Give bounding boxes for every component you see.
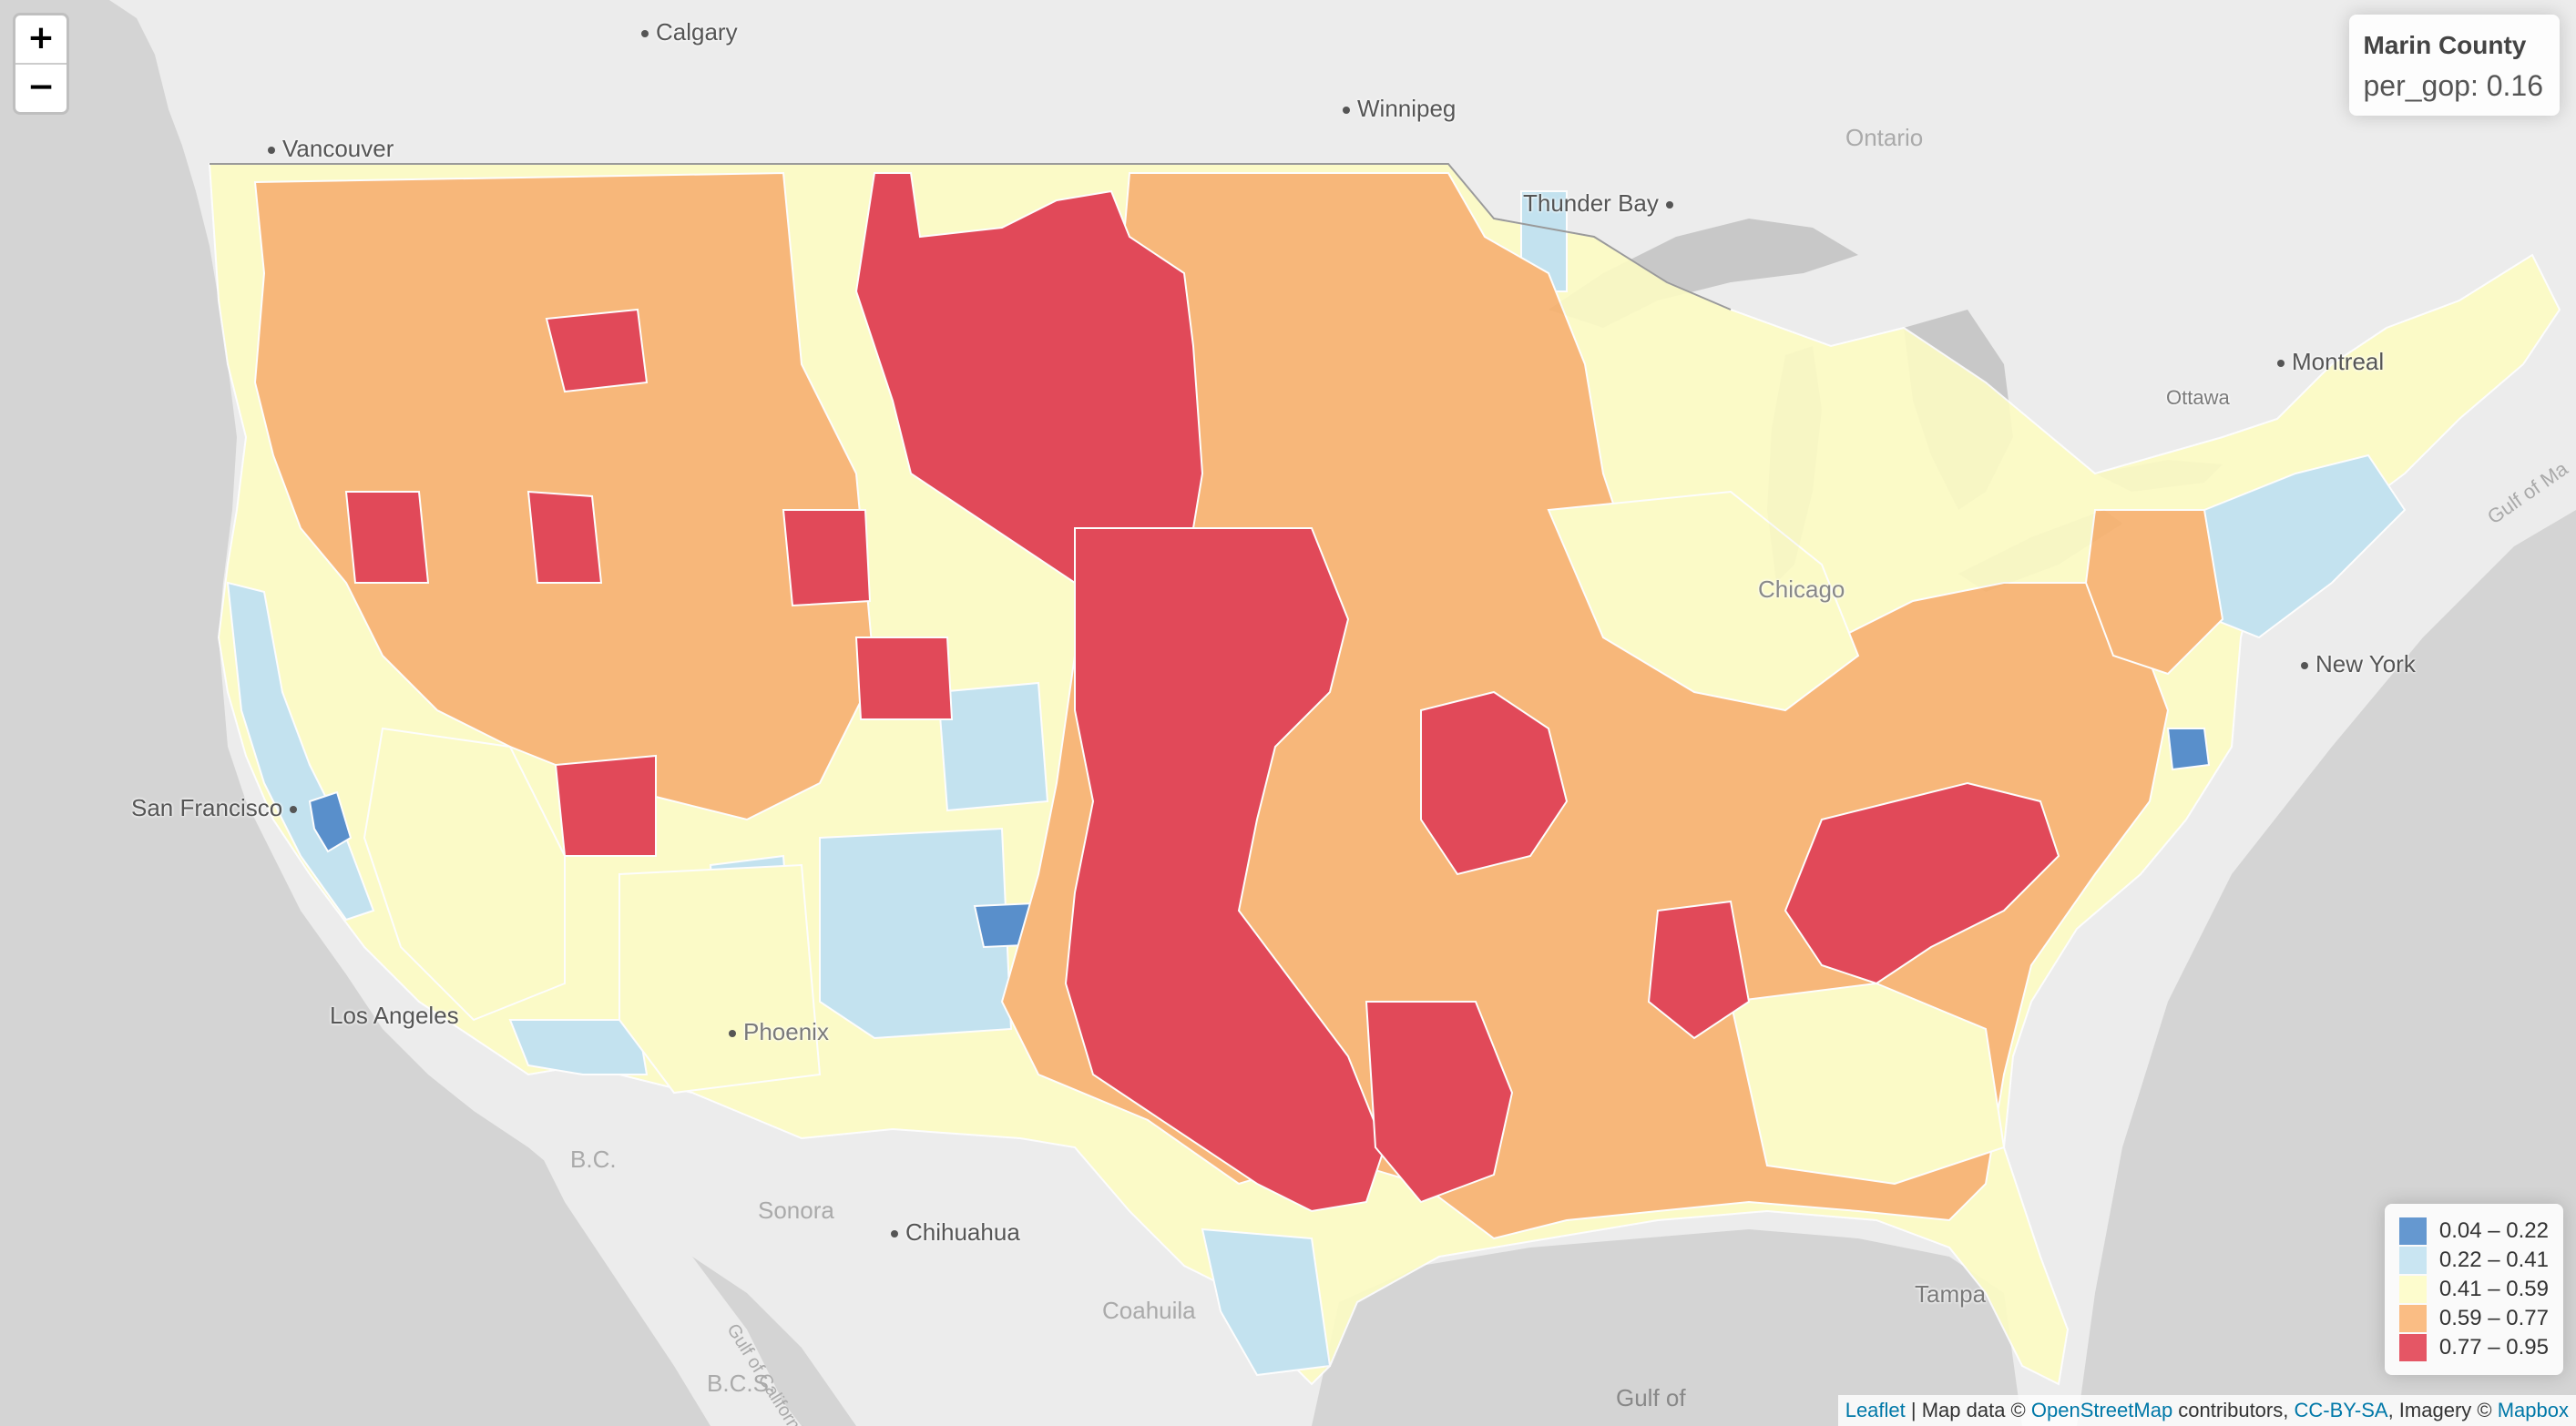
oregon-red xyxy=(545,308,649,393)
az-yellow xyxy=(618,863,822,1095)
legend-item: 0.41 – 0.59 xyxy=(2398,1275,2549,1304)
nv-red xyxy=(554,754,657,857)
openstreetmap-link[interactable]: OpenStreetMap xyxy=(2030,1399,2173,1421)
colorado-blue xyxy=(936,681,1049,812)
region-label-sonora: Sonora xyxy=(758,1197,834,1224)
wy-red xyxy=(782,509,872,607)
legend-label: 0.41 – 0.59 xyxy=(2438,1277,2549,1301)
attribution: Leaflet | Map data © OpenStreetMap contr… xyxy=(1837,1395,2576,1426)
legend-label: 0.77 – 0.95 xyxy=(2438,1335,2549,1360)
legend-item: 0.22 – 0.41 xyxy=(2398,1246,2549,1275)
missouri-red xyxy=(1420,690,1569,876)
counties-layer[interactable] xyxy=(208,163,2561,1386)
city-label-tampa: Tampa xyxy=(1915,1280,1987,1308)
attribution-text: contributors, xyxy=(2172,1399,2295,1421)
northeast-orange xyxy=(2084,509,2224,676)
region-label-bcs: B.C.S. xyxy=(707,1370,776,1397)
zoom-out-button[interactable]: − xyxy=(15,63,66,112)
region-label-coahuila: Coahuila xyxy=(1102,1297,1196,1324)
utah-red xyxy=(854,637,954,720)
city-label-winnipeg: Winnipeg xyxy=(1343,95,1456,123)
great-plains-red xyxy=(1064,527,1386,1213)
arkansas-red xyxy=(1647,900,1751,1040)
mapbox-link[interactable]: Mapbox xyxy=(2497,1399,2569,1421)
legend-swatch xyxy=(2398,1334,2427,1361)
city-label-vancouver: Vancouver xyxy=(268,135,394,163)
region-label-bc: B.C. xyxy=(570,1146,617,1173)
border-line xyxy=(210,163,1732,311)
baja-land xyxy=(528,1075,802,1426)
idaho-red-2 xyxy=(526,490,603,584)
east-tx-red xyxy=(1365,1001,1514,1204)
city-label-los-angeles: Los Angeles xyxy=(330,1002,459,1029)
nevada-yellow xyxy=(363,727,566,1022)
city-label-thunder-bay: Thunder Bay xyxy=(1523,189,1681,218)
la-blue xyxy=(508,1019,649,1075)
info-title: Marin County xyxy=(2363,31,2527,59)
info-value: per_gop: 0.16 xyxy=(2363,69,2544,102)
legend-label: 0.04 – 0.22 xyxy=(2438,1218,2549,1243)
idaho-red xyxy=(344,491,430,584)
info-box: Marin County per_gop: 0.16 xyxy=(2348,15,2560,116)
license-link[interactable]: CC-BY-SA xyxy=(2294,1399,2388,1421)
midwest-yellow xyxy=(1547,490,1860,712)
legend-swatch xyxy=(2398,1247,2427,1274)
city-label-montreal: Montreal xyxy=(2277,348,2384,376)
city-label-chicago: Chicago xyxy=(1758,575,1845,603)
legend-swatch xyxy=(2398,1217,2427,1245)
south-tx-blue xyxy=(1201,1227,1332,1377)
dc-blue xyxy=(2166,728,2211,771)
sf-blue xyxy=(308,790,353,853)
legend-swatch xyxy=(2398,1276,2427,1303)
region-label-ontario: Ontario xyxy=(1845,124,1924,151)
legend: 0.04 – 0.22 0.22 – 0.41 0.41 – 0.59 0.59… xyxy=(2384,1204,2563,1375)
legend-item: 0.77 – 0.95 xyxy=(2398,1333,2549,1362)
nm-blue xyxy=(819,827,1013,1040)
gulf-of-mexico xyxy=(1312,1229,2022,1426)
zoom-in-button[interactable]: + xyxy=(26,19,56,56)
legend-label: 0.59 – 0.77 xyxy=(2438,1306,2549,1330)
leaflet-link[interactable]: Leaflet xyxy=(1845,1399,1906,1421)
city-label-chihuahua: Chihuahua xyxy=(891,1218,1020,1247)
city-label-calgary: Calgary xyxy=(641,18,738,46)
legend-label: 0.22 – 0.41 xyxy=(2438,1248,2549,1272)
city-label-ottawa: Ottawa xyxy=(2166,386,2230,409)
city-label-phoenix: Phoenix xyxy=(729,1018,829,1046)
appalachia-red xyxy=(1784,781,2060,985)
legend-swatch xyxy=(2398,1305,2427,1332)
attribution-text: | Map data © xyxy=(1905,1399,2031,1421)
attribution-text: , Imagery © xyxy=(2387,1399,2498,1421)
zoom-control: + − xyxy=(13,13,69,115)
legend-item: 0.04 – 0.22 xyxy=(2398,1217,2549,1246)
legend-item: 0.59 – 0.77 xyxy=(2398,1304,2549,1333)
region-label-gulf-of-mexico: Gulf of xyxy=(1616,1384,1686,1411)
city-label-new-york: New York xyxy=(2301,650,2416,678)
city-label-san-francisco: San Francisco xyxy=(131,794,304,822)
northeast-blue xyxy=(2203,453,2407,639)
